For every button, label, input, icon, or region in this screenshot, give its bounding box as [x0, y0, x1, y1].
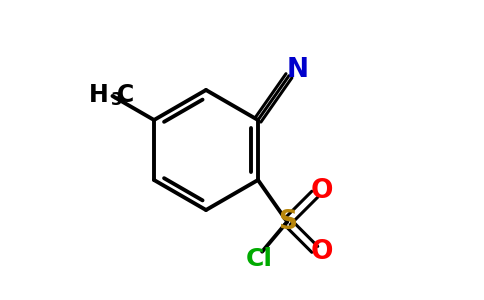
Text: 3: 3: [111, 91, 123, 109]
Text: S: S: [278, 209, 297, 235]
Text: C: C: [117, 82, 135, 106]
Text: Cl: Cl: [246, 247, 272, 271]
Text: H: H: [89, 82, 109, 106]
Text: O: O: [311, 239, 333, 266]
Text: O: O: [311, 178, 333, 204]
Text: N: N: [287, 57, 308, 83]
